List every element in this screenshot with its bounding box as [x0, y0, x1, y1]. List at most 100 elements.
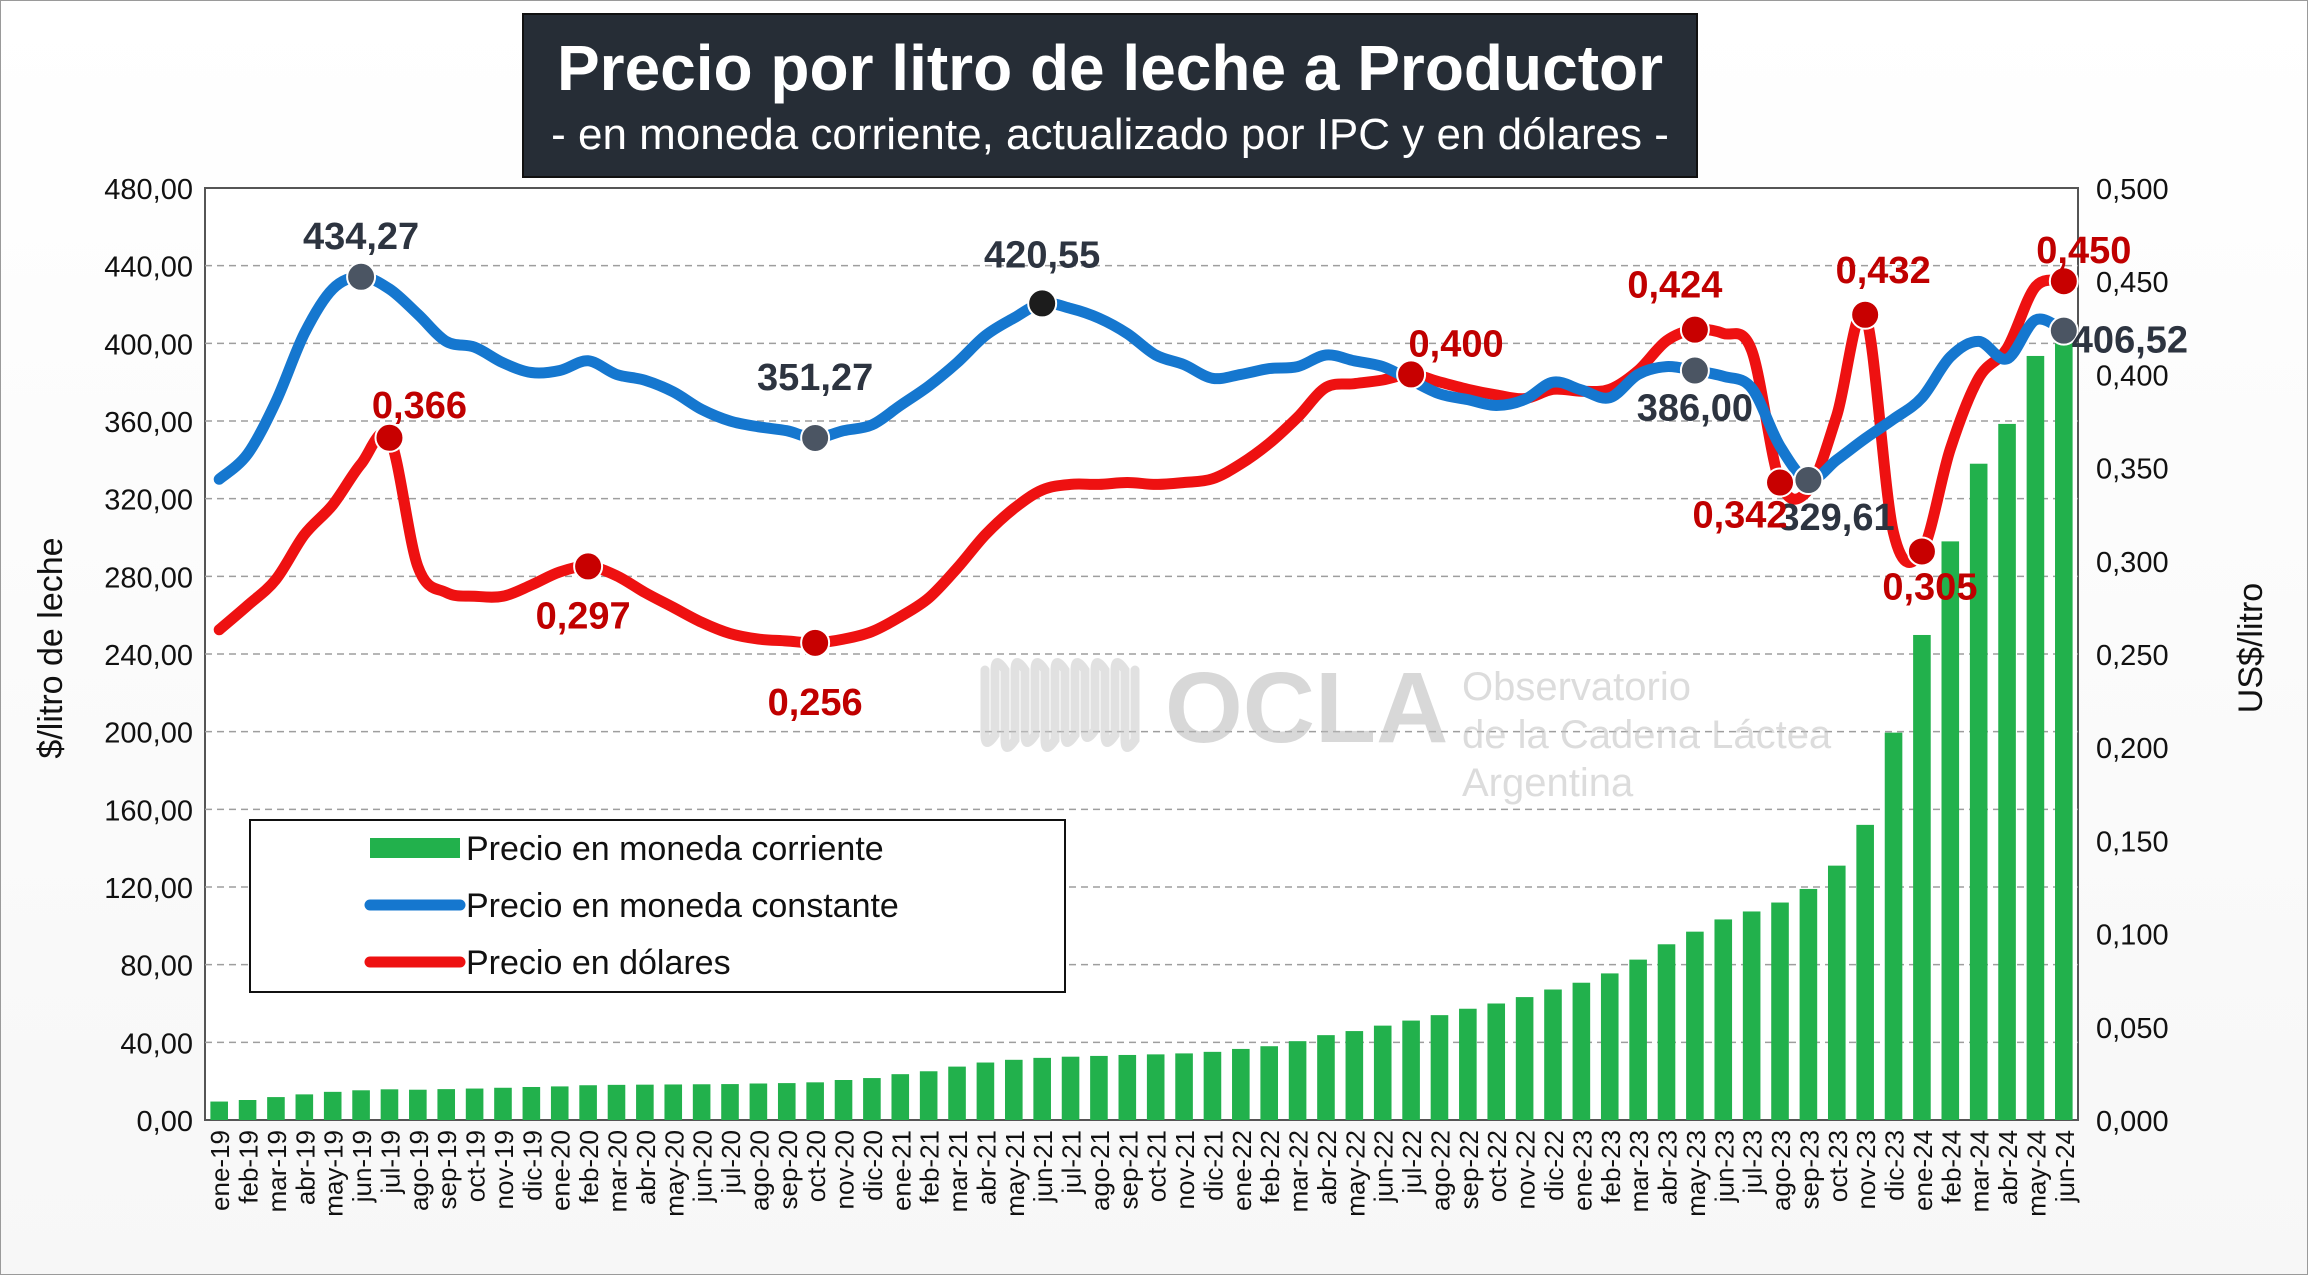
label-dolares: 0,432	[1836, 250, 1931, 292]
bar	[1260, 1046, 1279, 1120]
x-tick-label: mar-21	[943, 1130, 973, 1212]
label-dolares: 0,342	[1692, 495, 1787, 537]
x-tick-label: jul-20	[716, 1130, 746, 1195]
right-tick-label: 0,250	[2096, 640, 2169, 672]
x-tick-label: mar-19	[262, 1130, 292, 1212]
bar	[806, 1082, 824, 1120]
right-tick-label: 0,300	[2096, 547, 2169, 579]
bar	[323, 1091, 342, 1120]
x-tick-label: feb-19	[234, 1130, 264, 1204]
left-tick-label: 480,00	[104, 174, 193, 206]
label-constante: 406,52	[2072, 320, 2188, 362]
marker-constante	[1679, 355, 1710, 386]
label-dolares: 0,450	[2036, 230, 2131, 272]
marker-dolares	[1396, 359, 1427, 390]
bar	[1686, 931, 1704, 1120]
bar	[692, 1084, 711, 1120]
x-tick-label: dic-19	[517, 1130, 547, 1201]
bar	[2055, 330, 2073, 1120]
x-tick-label: ago-19	[404, 1130, 434, 1211]
x-tick-label: nov-22	[1511, 1130, 1541, 1210]
left-tick-label: 360,00	[104, 407, 193, 439]
x-tick-label: nov-20	[830, 1130, 860, 1210]
bar	[1061, 1056, 1080, 1120]
x-tick-label: sep-20	[773, 1130, 803, 1210]
bar	[550, 1086, 569, 1120]
bar	[1090, 1055, 1108, 1120]
x-tick-label: oct-20	[801, 1130, 831, 1202]
bar	[1657, 944, 1676, 1120]
x-tick-label: dic-23	[1880, 1130, 1910, 1201]
x-tick-label: oct-23	[1823, 1130, 1853, 1202]
x-tick-label: may-20	[659, 1130, 689, 1217]
bar	[352, 1090, 370, 1120]
bar	[1203, 1051, 1222, 1120]
left-axis-label: $/litro de leche	[32, 537, 70, 758]
left-tick-label: 120,00	[104, 873, 193, 905]
bar	[1600, 973, 1619, 1120]
x-tick-label: abr-22	[1312, 1130, 1342, 1205]
x-tick-label: ago-21	[1085, 1130, 1115, 1211]
bar	[1884, 732, 1903, 1120]
right-tick-label: 0,000	[2096, 1106, 2169, 1138]
bar	[1515, 997, 1534, 1120]
bar	[1175, 1053, 1193, 1120]
bar	[1742, 911, 1761, 1120]
x-tick-label: jul-19	[375, 1130, 405, 1195]
label-constante: 386,00	[1637, 388, 1753, 430]
x-tick-label: sep-19	[432, 1130, 462, 1210]
x-tick-label: jul-22	[1397, 1130, 1427, 1195]
left-tick-label: 240,00	[104, 640, 193, 672]
x-tick-label: jun-21	[1028, 1130, 1058, 1203]
x-tick-label: jun-23	[1709, 1130, 1739, 1203]
x-tick-label: feb-21	[915, 1130, 945, 1204]
bar	[295, 1094, 314, 1120]
bar	[1969, 463, 1988, 1120]
label-dolares: 0,297	[536, 595, 631, 637]
bar	[437, 1089, 456, 1120]
x-tick-label: jun-19	[347, 1130, 377, 1203]
bar	[1317, 1035, 1335, 1120]
x-tick-label: dic-22	[1539, 1130, 1569, 1201]
x-tick-label: ago-23	[1766, 1130, 1796, 1211]
bar	[664, 1084, 683, 1120]
marker-constante	[800, 422, 831, 453]
label-dolares: 0,256	[768, 682, 863, 724]
x-tick-label: ene-22	[1227, 1130, 1257, 1211]
x-tick-label: sep-21	[1113, 1130, 1143, 1210]
bar	[976, 1062, 995, 1120]
bar	[891, 1074, 910, 1120]
bar	[1771, 902, 1789, 1120]
marker-constante	[1793, 465, 1824, 496]
bar	[522, 1086, 541, 1120]
bar	[1118, 1054, 1137, 1120]
bar	[1487, 1003, 1506, 1120]
left-tick-label: 80,00	[120, 951, 193, 983]
bar	[380, 1089, 399, 1120]
x-tick-label: jun-20	[688, 1130, 718, 1203]
chart-subtitle: - en moneda corriente, actualizado por I…	[551, 110, 1669, 160]
bar	[948, 1066, 966, 1120]
bar	[1345, 1031, 1364, 1120]
title-box: Precio por litro de leche a Productor - …	[522, 13, 1698, 178]
x-tick-label: mar-24	[1965, 1130, 1995, 1212]
x-tick-label: ene-23	[1567, 1130, 1597, 1211]
label-constante: 420,55	[984, 234, 1100, 276]
bar	[409, 1089, 427, 1120]
bar	[494, 1087, 512, 1120]
marker-dolares	[573, 551, 604, 582]
right-tick-label: 0,100	[2096, 920, 2169, 952]
x-tick-label: abr-23	[1653, 1130, 1683, 1205]
label-constante: 434,27	[303, 216, 419, 258]
x-tick-label: abr-19	[290, 1130, 320, 1205]
x-tick-label: feb-23	[1596, 1130, 1626, 1204]
ocla-watermark: OCLA Observatorio de la Cadena Láctea Ar…	[980, 652, 1832, 805]
marker-constante	[346, 261, 377, 292]
x-tick-label: jun-22	[1369, 1130, 1399, 1203]
bar	[238, 1100, 257, 1120]
right-tick-label: 0,150	[2096, 826, 2169, 858]
watermark-line2: de la Cadena Láctea	[1462, 713, 1832, 757]
x-tick-label: ene-20	[546, 1130, 576, 1211]
bars-corriente	[210, 330, 2073, 1121]
line-dolares	[213, 274, 2070, 649]
